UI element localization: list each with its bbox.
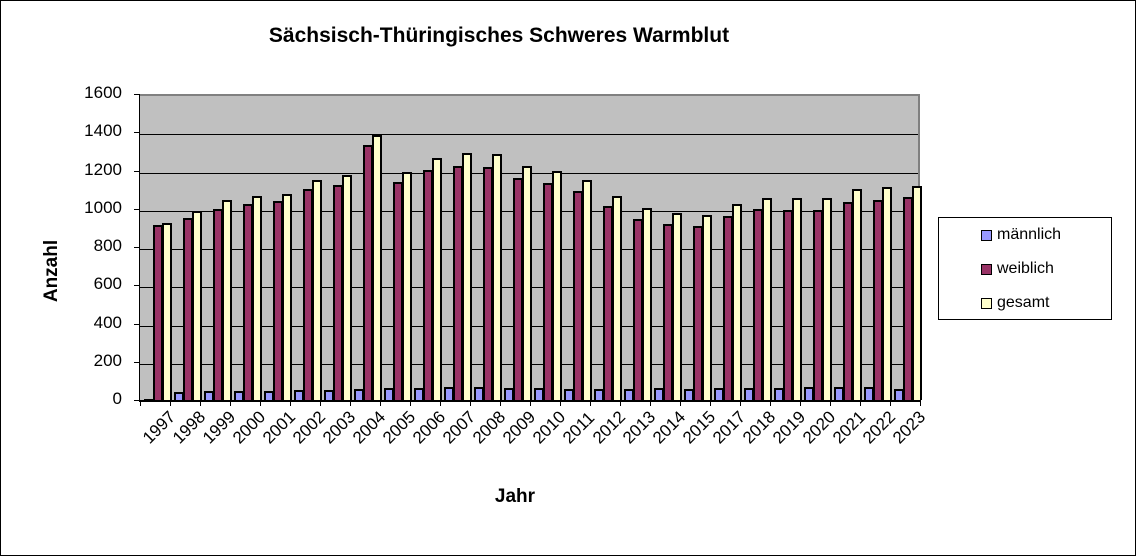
bar-gesamt [551, 171, 562, 400]
y-tick [134, 208, 140, 210]
x-tick [800, 400, 801, 406]
y-tick [134, 247, 140, 248]
y-tick-label: 0 [112, 389, 122, 408]
x-tick [230, 400, 231, 406]
bar-gesamt [701, 215, 712, 400]
x-tick [710, 400, 711, 406]
x-tick [290, 400, 291, 406]
bar-gesamt [191, 210, 202, 400]
bar-gesamt [521, 165, 532, 400]
y-tick-label: 400 [93, 312, 122, 332]
legend-swatch-gesamt [981, 297, 992, 309]
bar-gesamt [221, 199, 232, 400]
legend-item-maennlich: männlich [981, 226, 1061, 244]
bar-gesamt [671, 212, 682, 400]
x-tick [860, 400, 861, 406]
bar-gesamt [611, 195, 622, 400]
y-tick-label: 1600 [84, 83, 122, 102]
y-tick-label: 1400 [84, 121, 122, 141]
x-tick [440, 400, 441, 406]
x-tick [140, 400, 141, 406]
bar-gesamt [821, 198, 832, 400]
gridline [140, 134, 918, 136]
legend-swatch-weiblich [981, 263, 992, 275]
x-tick [620, 400, 621, 406]
x-tick [920, 400, 921, 406]
x-tick [500, 400, 501, 406]
bar-gesamt [461, 153, 472, 400]
legend-item-gesamt: gesamt [981, 294, 1049, 312]
y-axis-title: Anzahl [41, 239, 62, 303]
y-tick [134, 285, 140, 287]
x-tick [260, 400, 261, 406]
y-tick-label: 1200 [84, 159, 122, 179]
y-tick [134, 400, 140, 401]
x-tick [890, 400, 891, 406]
legend-label: weiblich [997, 260, 1054, 277]
x-tick [320, 400, 321, 406]
bar-gesamt [881, 186, 892, 400]
x-tick [680, 400, 681, 406]
x-tick [380, 400, 381, 406]
chart-title: Sächsisch-Thüringisches Schweres Warmblu… [268, 24, 730, 47]
x-tick [740, 400, 741, 406]
y-tick-label: 1000 [84, 197, 122, 217]
y-tick [134, 170, 140, 172]
legend-label: gesamt [997, 294, 1050, 311]
bar-gesamt [911, 185, 922, 400]
y-tick [134, 361, 140, 363]
bar-gesamt [431, 158, 442, 400]
x-tick [770, 400, 771, 406]
bar-gesamt [731, 203, 742, 400]
x-tick [530, 400, 531, 406]
bar-gesamt [161, 223, 172, 400]
bar-gesamt [251, 195, 262, 400]
x-axis-title: Jahr [494, 486, 536, 507]
x-tick [830, 400, 831, 406]
y-tick [134, 323, 140, 325]
bar-gesamt [341, 175, 352, 400]
legend-swatch-maennlich [981, 229, 992, 241]
y-tick [134, 94, 140, 95]
bar-gesamt [581, 180, 592, 400]
x-tick [590, 400, 591, 406]
legend-label: männlich [997, 226, 1062, 243]
bar-gesamt [401, 172, 412, 400]
y-tick [134, 132, 140, 134]
bar-maennlich [143, 399, 154, 401]
y-tick-label: 800 [93, 236, 122, 255]
legend: männlich weiblich gesamt [938, 217, 1112, 320]
legend-item-weiblich: weiblich [981, 260, 1054, 278]
x-tick [470, 400, 471, 406]
y-tick-label: 200 [93, 350, 122, 370]
x-tick [350, 400, 351, 406]
bar-gesamt [491, 154, 502, 400]
bar-gesamt [371, 134, 382, 400]
x-tick [170, 400, 171, 406]
x-tick [650, 400, 651, 406]
bar-gesamt [281, 194, 292, 400]
x-tick [410, 400, 411, 406]
bar-gesamt [761, 198, 772, 400]
bar-gesamt [791, 198, 802, 400]
x-tick [560, 400, 561, 406]
x-tick [200, 400, 201, 406]
bar-gesamt [311, 180, 322, 400]
bar-gesamt [851, 189, 862, 400]
y-tick-label: 600 [93, 274, 122, 294]
bar-gesamt [641, 207, 652, 400]
